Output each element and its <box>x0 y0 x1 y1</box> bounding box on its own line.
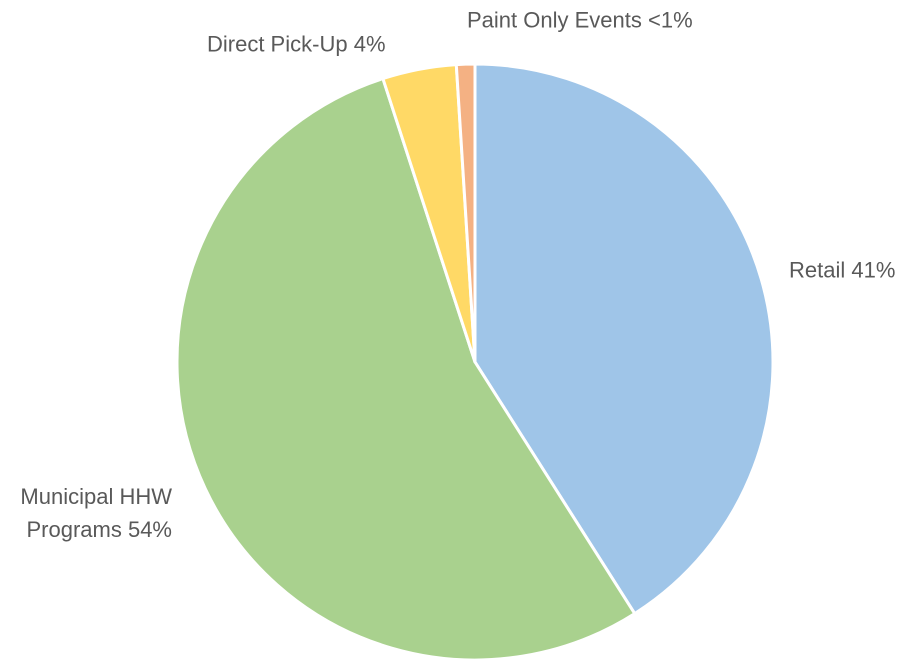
category-label: Paint Only Events <box>467 7 642 33</box>
pie-slice <box>175 77 637 662</box>
data-label: Direct Pick-Up 4% <box>207 28 386 61</box>
value-label: 54% <box>127 517 172 542</box>
value-label: 41% <box>851 257 896 283</box>
pie-slice <box>454 62 477 364</box>
value-label: <1% <box>648 7 693 33</box>
data-label: Retail 41% <box>789 254 895 287</box>
category-label: Direct Pick-Up <box>207 31 348 57</box>
data-label: Municipal HHW Programs 54% <box>0 480 172 546</box>
data-label: Paint Only Events <1% <box>467 4 693 37</box>
value-label: 4% <box>353 31 386 57</box>
category-label: Municipal HHW Programs <box>20 484 172 542</box>
pie-slice <box>473 62 775 616</box>
category-label: Retail <box>789 257 846 283</box>
